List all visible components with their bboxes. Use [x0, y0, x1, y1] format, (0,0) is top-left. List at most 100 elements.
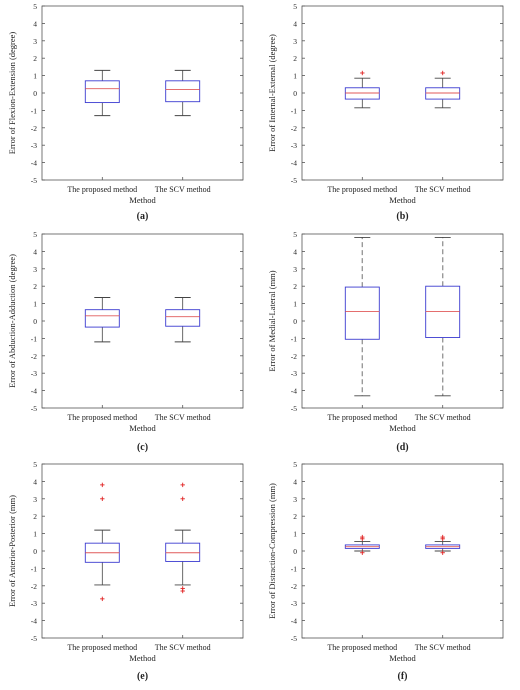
y-tick-label: 1	[33, 72, 37, 81]
y-tick-label: -4	[291, 159, 297, 168]
y-tick-label: 3	[33, 265, 37, 274]
chart-svg-f: -5 -4 -3 -2 -1 0 1 2 3 4 5 Error of Distraction-Com…	[267, 460, 504, 682]
y-tick-label: 1	[293, 72, 297, 81]
x-axis-label: Method	[389, 653, 416, 663]
outlier-marker	[100, 482, 105, 488]
box-iqr	[84, 80, 120, 104]
y-tick-label: -5	[291, 634, 297, 643]
panel-caption: (d)	[396, 442, 408, 453]
y-tick-label: -4	[31, 159, 37, 168]
panel-caption: (e)	[137, 671, 148, 682]
y-tick-label: 2	[33, 54, 37, 63]
y-tick-label: 0	[293, 547, 297, 556]
y-tick-label: 3	[293, 495, 297, 504]
panel-caption: (a)	[137, 211, 149, 222]
box-iqr	[165, 309, 201, 327]
chart-panel-e: -5 -4 -3 -2 -1 0 1 2 3 4 5 Error of Anterior-Poster…	[0, 458, 260, 685]
box-iqr	[84, 309, 120, 328]
x-category-label: The SCV method	[415, 185, 471, 194]
box-iqr	[165, 80, 201, 103]
outlier-marker	[440, 70, 445, 76]
x-category-label: The proposed method	[67, 185, 137, 194]
y-axis-label: Error of Abduction-Adduction (degree)	[7, 254, 17, 388]
chart-panel-c: -5 -4 -3 -2 -1 0 1 2 3 4 5 Error of Abduction-Adduc…	[0, 228, 260, 456]
y-tick-label: -3	[31, 369, 37, 378]
plot-frame	[301, 233, 504, 409]
y-tick-label: 5	[33, 230, 37, 239]
y-tick-label: 4	[293, 19, 297, 28]
outlier-marker	[100, 496, 105, 501]
y-tick-label: -1	[291, 564, 297, 573]
y-tick-label: 0	[33, 547, 37, 556]
y-tick-label: -1	[291, 106, 297, 115]
y-tick-label: 0	[33, 89, 37, 98]
outlier-marker	[180, 588, 185, 594]
y-tick-label: 3	[33, 37, 37, 46]
y-tick-label: 2	[293, 282, 297, 291]
box-iqr	[344, 286, 380, 340]
y-axis-label: Error of Distraction-Compression (mm)	[267, 483, 277, 619]
y-tick-label: 1	[33, 300, 37, 309]
y-tick-label: -2	[31, 352, 37, 361]
x-category-label: The proposed method	[327, 413, 397, 422]
outlier-marker	[360, 70, 365, 76]
y-axis-label: Error of Internal-External (degree)	[267, 34, 277, 152]
y-tick-label: -1	[31, 106, 37, 115]
y-tick-label: -5	[31, 176, 37, 185]
y-tick-label: -2	[291, 352, 297, 361]
outlier-marker	[180, 496, 185, 501]
y-tick-label: -4	[31, 387, 37, 396]
y-tick-label: -2	[291, 124, 297, 133]
y-tick-label: -2	[291, 582, 297, 591]
x-axis-label: Method	[129, 195, 156, 205]
y-tick-label: 0	[33, 317, 37, 326]
x-category-label: The SCV method	[155, 185, 211, 194]
x-category-label: The SCV method	[415, 413, 471, 422]
y-tick-label: 4	[33, 19, 37, 28]
y-tick-label: -5	[31, 404, 37, 413]
y-axis-label: Error of Medial-Lateral (mm)	[267, 270, 277, 371]
x-category-label: The proposed method	[67, 643, 137, 652]
x-axis-label: Method	[389, 423, 416, 433]
y-tick-label: 5	[33, 460, 37, 469]
outlier-marker	[360, 550, 365, 555]
y-tick-label: 2	[33, 512, 37, 521]
y-tick-label: -3	[31, 599, 37, 608]
y-tick-label: 0	[293, 89, 297, 98]
y-tick-label: 5	[293, 460, 297, 469]
plot-frame	[41, 233, 244, 409]
y-tick-label: 3	[33, 495, 37, 504]
chart-svg-d: -5 -4 -3 -2 -1 0 1 2 3 4 5 Error of Medial-Lateral …	[267, 230, 504, 453]
x-category-label: The SCV method	[415, 643, 471, 652]
plot-frame	[301, 463, 504, 639]
chart-panel-f: -5 -4 -3 -2 -1 0 1 2 3 4 5 Error of Distraction-Com…	[260, 458, 520, 685]
y-tick-label: -1	[31, 334, 37, 343]
y-tick-label: 2	[293, 512, 297, 521]
y-tick-label: -4	[291, 617, 297, 626]
y-tick-label: -4	[31, 617, 37, 626]
x-axis-label: Method	[129, 653, 156, 663]
panel-caption: (f)	[398, 671, 408, 682]
plot-frame	[41, 5, 244, 181]
y-tick-label: -1	[31, 564, 37, 573]
y-tick-label: -5	[31, 634, 37, 643]
chart-svg-c: -5 -4 -3 -2 -1 0 1 2 3 4 5 Error of Abduction-Adduc…	[7, 230, 244, 453]
y-tick-label: 1	[293, 530, 297, 539]
x-category-label: The proposed method	[327, 643, 397, 652]
x-axis-label: Method	[389, 195, 416, 205]
y-tick-label: -4	[291, 387, 297, 396]
chart-svg-e: -5 -4 -3 -2 -1 0 1 2 3 4 5 Error of Anterior-Poster…	[7, 460, 244, 682]
y-tick-label: 5	[293, 2, 297, 11]
y-axis-label: Error of Anterior-Posterior (mm)	[7, 495, 17, 607]
y-tick-label: 1	[293, 300, 297, 309]
y-tick-label: -3	[291, 599, 297, 608]
y-tick-label: -2	[31, 582, 37, 591]
x-category-label: The SCV method	[155, 643, 211, 652]
panel-caption: (c)	[137, 442, 148, 453]
outlier-marker	[180, 482, 185, 488]
y-tick-label: 0	[293, 317, 297, 326]
y-tick-label: 5	[33, 2, 37, 11]
x-category-label: The SCV method	[155, 413, 211, 422]
y-tick-label: 2	[293, 54, 297, 63]
outlier-marker	[100, 596, 105, 602]
